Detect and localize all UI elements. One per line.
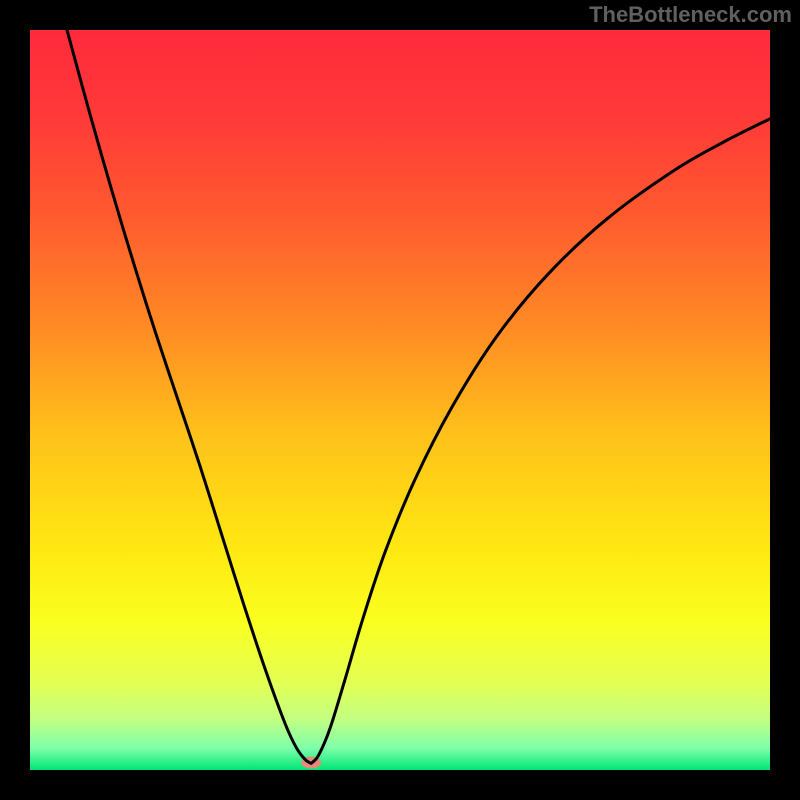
chart-container: TheBottleneck.com: [0, 0, 800, 800]
curve-layer: [30, 30, 770, 770]
plot-area: [30, 30, 770, 770]
bottleneck-curve: [67, 30, 770, 763]
attribution-text: TheBottleneck.com: [589, 2, 792, 28]
